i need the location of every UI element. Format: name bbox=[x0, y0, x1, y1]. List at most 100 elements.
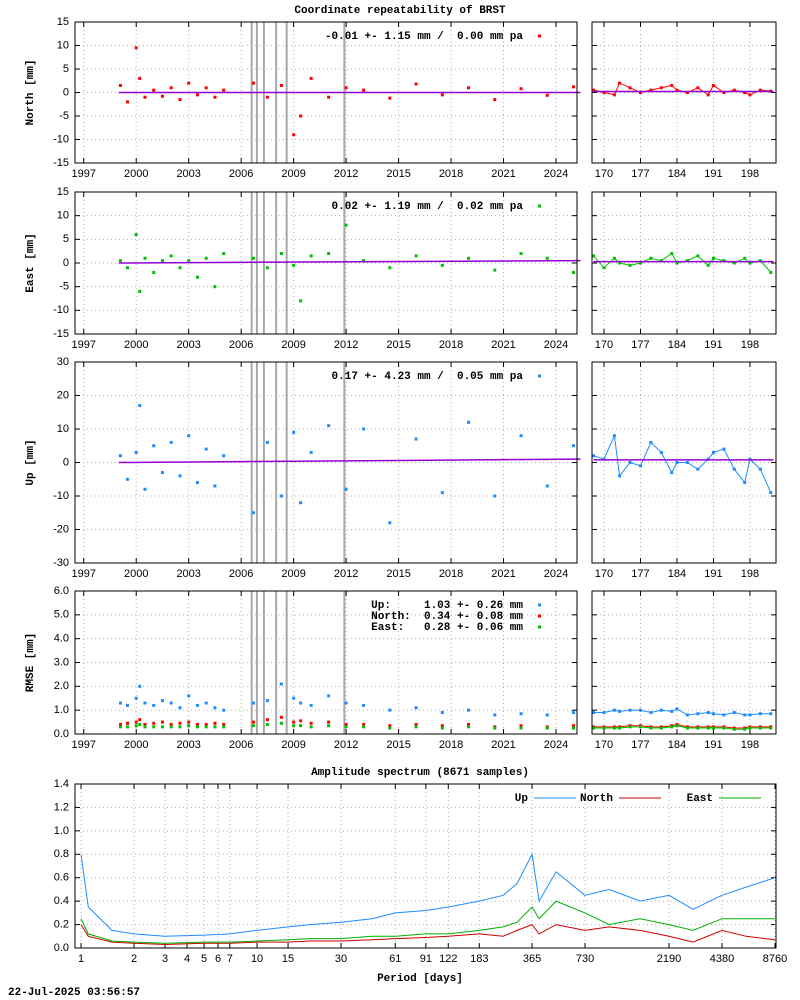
point bbox=[152, 88, 156, 92]
point bbox=[309, 254, 313, 258]
legend-marker bbox=[538, 625, 541, 629]
point bbox=[169, 440, 173, 444]
point bbox=[612, 256, 616, 260]
point bbox=[440, 726, 444, 730]
legend-label: North: 0.34 +- 0.08 mm bbox=[371, 611, 523, 623]
series-line bbox=[593, 725, 771, 730]
point bbox=[618, 261, 622, 265]
point bbox=[195, 703, 199, 707]
x-tick-label: 177 bbox=[631, 339, 649, 351]
y-tick-label: 1.4 bbox=[54, 778, 69, 790]
point bbox=[769, 726, 773, 730]
point bbox=[251, 81, 255, 85]
legend-marker bbox=[538, 204, 541, 208]
y-tick-label: -15 bbox=[53, 328, 69, 340]
point bbox=[467, 725, 471, 729]
point bbox=[696, 86, 700, 90]
y-tick-label: -10 bbox=[53, 490, 69, 502]
x-tick-label: 2018 bbox=[439, 168, 463, 180]
point bbox=[362, 703, 366, 707]
x-tick-label: 184 bbox=[668, 339, 686, 351]
point bbox=[265, 95, 269, 99]
x-tick-label: 2021 bbox=[491, 339, 515, 351]
point bbox=[160, 94, 164, 98]
point bbox=[758, 726, 762, 730]
point bbox=[265, 699, 269, 703]
point bbox=[602, 91, 606, 94]
plot-frame bbox=[591, 361, 777, 564]
point bbox=[362, 722, 366, 726]
point bbox=[748, 713, 752, 717]
y-tick-label: 0.2 bbox=[54, 918, 69, 930]
point bbox=[169, 86, 173, 90]
x-tick-label: 2000 bbox=[124, 568, 148, 580]
x-tick-label: 2015 bbox=[386, 168, 410, 180]
y-tick-label: 0.4 bbox=[54, 895, 69, 907]
point bbox=[134, 450, 138, 454]
x-tick-label: 1997 bbox=[72, 339, 96, 351]
x-tick-label: 191 bbox=[704, 168, 722, 180]
x-tick-label: 2009 bbox=[281, 739, 305, 751]
point bbox=[670, 709, 674, 713]
point bbox=[638, 91, 642, 94]
series-line bbox=[80, 852, 776, 937]
point bbox=[362, 259, 366, 263]
point bbox=[685, 726, 689, 730]
point bbox=[722, 91, 726, 94]
y-tick-label: -10 bbox=[53, 133, 69, 145]
point bbox=[769, 270, 773, 274]
x-tick-label: 177 bbox=[631, 739, 649, 751]
point bbox=[327, 694, 331, 698]
point bbox=[414, 254, 418, 258]
legend-marker bbox=[538, 374, 541, 378]
point bbox=[493, 726, 497, 730]
plot-frame bbox=[74, 361, 578, 564]
point bbox=[344, 223, 348, 227]
x-tick-label: 7 bbox=[227, 953, 233, 965]
point bbox=[279, 83, 283, 87]
point bbox=[160, 725, 164, 729]
point bbox=[125, 477, 129, 481]
point bbox=[251, 701, 255, 705]
x-tick-label: 191 bbox=[704, 339, 722, 351]
point bbox=[213, 484, 217, 488]
x-tick-label: 2024 bbox=[544, 168, 568, 180]
point bbox=[711, 726, 715, 730]
point bbox=[118, 259, 122, 263]
x-tick-label: 61 bbox=[389, 953, 401, 965]
point bbox=[467, 420, 471, 424]
point bbox=[519, 724, 523, 728]
x-tick-label: 91 bbox=[420, 953, 432, 965]
point bbox=[160, 699, 164, 703]
point bbox=[118, 83, 122, 87]
x-tick-label: 2024 bbox=[544, 568, 568, 580]
point bbox=[344, 487, 348, 491]
point bbox=[628, 263, 632, 267]
point bbox=[628, 461, 632, 464]
x-tick-label: 2009 bbox=[281, 168, 305, 180]
x-tick-label: 198 bbox=[741, 739, 759, 751]
point bbox=[388, 708, 392, 712]
y-tick-label: 3.0 bbox=[54, 656, 69, 668]
point bbox=[344, 725, 348, 729]
point bbox=[545, 726, 549, 730]
point bbox=[279, 494, 283, 498]
point bbox=[222, 722, 226, 726]
point bbox=[138, 289, 142, 293]
point bbox=[440, 93, 444, 97]
x-tick-label: 198 bbox=[741, 339, 759, 351]
point bbox=[160, 720, 164, 724]
legend-label: -0.01 +- 1.15 mm / 0.00 mm pa bbox=[325, 31, 523, 43]
y-tick-label: 30 bbox=[57, 356, 69, 368]
point bbox=[292, 696, 296, 700]
point bbox=[696, 467, 700, 471]
plot-frame bbox=[74, 590, 578, 735]
point bbox=[388, 96, 392, 100]
point bbox=[388, 726, 392, 730]
point bbox=[251, 724, 255, 728]
point bbox=[213, 95, 217, 99]
point bbox=[362, 88, 366, 92]
x-tick-label: 2015 bbox=[386, 339, 410, 351]
point bbox=[572, 85, 576, 89]
point bbox=[125, 100, 129, 104]
